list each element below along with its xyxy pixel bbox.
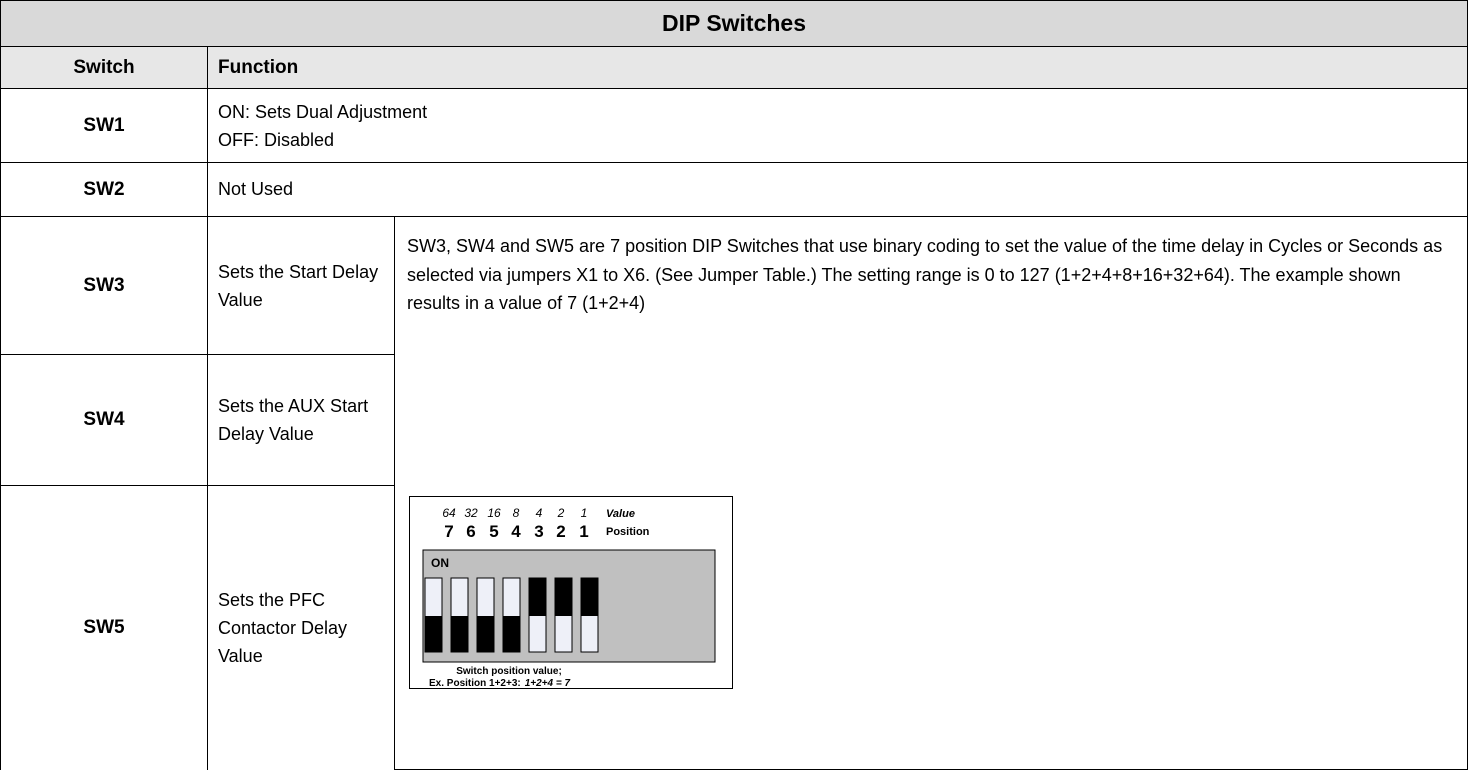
dip-diagram: 64 32 16 8 4 2 17 6 5 4 3 2 1 Value Position ON Swit… bbox=[409, 496, 733, 689]
value-number: 32 bbox=[464, 506, 478, 520]
value-number: 64 bbox=[442, 506, 456, 520]
switch-knob bbox=[581, 578, 598, 616]
value-number: 4 bbox=[536, 506, 543, 520]
function-cell: Not Used bbox=[206, 162, 1468, 217]
switches bbox=[424, 577, 599, 653]
position-number: 6 bbox=[466, 522, 475, 541]
value-label: Value bbox=[606, 508, 635, 520]
position-number: 2 bbox=[556, 522, 565, 541]
switch-cell: SW5 bbox=[0, 485, 208, 770]
switch-cell: SW4 bbox=[0, 354, 208, 486]
function-line: ON: Sets Dual Adjustment bbox=[218, 101, 428, 122]
description: SW3, SW4 and SW5 are 7 position DIP Swit… bbox=[407, 236, 1443, 313]
switch-knob bbox=[451, 616, 468, 652]
function-line: OFF: Disabled bbox=[218, 129, 335, 150]
position-number: 7 bbox=[444, 522, 453, 541]
caption-prefix: Ex. Position 1+2+3: bbox=[429, 678, 521, 689]
position-number: 4 bbox=[511, 522, 521, 541]
caption: Ex. Position 1+2+3: 1+2+4 = 7 bbox=[429, 678, 570, 689]
position-number: 5 bbox=[489, 522, 498, 541]
function-cell: Sets the PFC Contactor Delay Value bbox=[207, 485, 395, 770]
value-number: 16 bbox=[487, 506, 501, 520]
header-cell: Switch bbox=[0, 46, 208, 89]
switch-knob bbox=[503, 616, 520, 652]
position-label: Position bbox=[606, 526, 650, 538]
switch-cell: SW3 bbox=[0, 216, 208, 355]
caption-sum: 1+2+4 = 7 bbox=[525, 678, 571, 689]
value-number: 1 bbox=[581, 506, 588, 520]
position-number: 1 bbox=[579, 522, 588, 541]
header-cell: Function bbox=[206, 46, 1468, 89]
position-number: 3 bbox=[534, 522, 543, 541]
on-label: ON bbox=[431, 556, 449, 570]
table-title: DIP Switches bbox=[0, 0, 1468, 47]
switch-knob bbox=[477, 616, 494, 652]
function-cell: ON: Sets Dual Adjustment OFF: Disabled bbox=[206, 88, 1468, 163]
function-cell: Sets the Start Delay Value bbox=[207, 216, 395, 355]
switch-knob bbox=[555, 578, 572, 616]
function-cell: Sets the AUX Start Delay Value bbox=[207, 354, 395, 486]
switch-knob bbox=[529, 578, 546, 616]
switch-cell: SW1 bbox=[0, 88, 208, 163]
switch-knob bbox=[425, 616, 442, 652]
value-number: 2 bbox=[557, 506, 565, 520]
value-number: 8 bbox=[513, 506, 520, 520]
caption: Switch position value; bbox=[456, 666, 562, 677]
switch-cell: SW2 bbox=[0, 162, 208, 217]
